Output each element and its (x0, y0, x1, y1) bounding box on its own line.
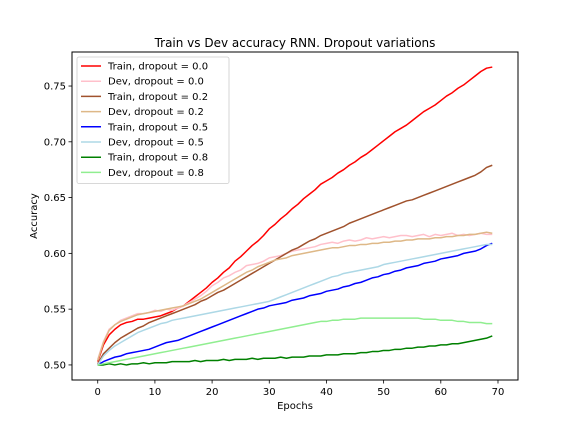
legend-label: Dev, dropout = 0.5 (108, 138, 204, 149)
legend-label: Train, dropout = 0.5 (107, 122, 208, 133)
legend-box (76, 56, 230, 184)
x-axis-label: Epochs (277, 401, 313, 412)
y-axis-label: Accuracy (29, 193, 40, 239)
series-line-6 (97, 335, 493, 366)
x-tick-label: 60 (434, 387, 447, 398)
x-axis: 0 10 20 30 40 50 60 70 (95, 380, 505, 398)
legend: Train, dropout = 0.0 Dev, dropout = 0.0 Tr… (76, 56, 230, 184)
x-tick-label: 50 (377, 387, 390, 398)
chart-title: Train vs Dev accuracy RNN. Dropout varia… (154, 36, 436, 50)
x-tick-label: 30 (263, 387, 276, 398)
legend-label: Dev, dropout = 0.2 (108, 107, 204, 118)
legend-label: Train, dropout = 0.2 (107, 92, 208, 103)
series-line-4 (97, 242, 493, 366)
series-line-0 (97, 66, 493, 362)
x-tick-label: 70 (492, 387, 505, 398)
y-tick-label: 0.50 (44, 360, 66, 371)
legend-label: Train, dropout = 0.8 (107, 153, 208, 164)
x-tick-label: 0 (95, 387, 101, 398)
y-tick-label: 0.65 (44, 193, 66, 204)
series-line-3 (97, 231, 493, 361)
x-tick-label: 10 (149, 387, 162, 398)
plot-lines (97, 66, 493, 366)
legend-label: Dev, dropout = 0.8 (108, 168, 204, 179)
series-line-5 (97, 243, 493, 366)
y-tick-label: 0.60 (44, 249, 66, 260)
y-tick-label: 0.70 (44, 137, 66, 148)
series-line-7 (97, 317, 493, 366)
series-line-2 (97, 164, 493, 365)
legend-label: Dev, dropout = 0.0 (108, 77, 204, 88)
x-tick-label: 20 (206, 387, 219, 398)
legend-label: Train, dropout = 0.0 (107, 62, 208, 73)
y-tick-label: 0.75 (44, 82, 66, 93)
y-axis: 0.50 0.55 0.60 0.65 0.70 0.75 (44, 82, 72, 371)
y-tick-label: 0.55 (44, 305, 66, 316)
series-line-1 (97, 232, 493, 360)
x-tick-label: 40 (320, 387, 333, 398)
plot-frame (71, 51, 519, 381)
